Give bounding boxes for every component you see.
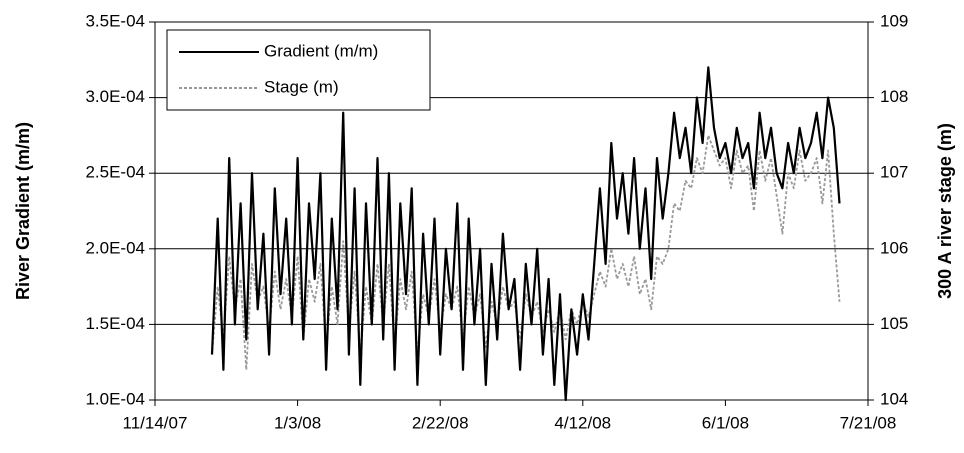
y2-axis-label: 300 A river stage (m)	[935, 123, 955, 299]
plot-frame	[154, 21, 869, 401]
y-tick-label: 3.5E-04	[85, 11, 145, 30]
y-tick-label: 1.0E-04	[85, 389, 145, 408]
y2-tick-label: 107	[880, 163, 908, 182]
y2-tick-label: 106	[880, 238, 908, 257]
legend-label: Stage (m)	[264, 77, 339, 96]
series-line	[210, 66, 841, 402]
y2-tick-label: 105	[880, 314, 908, 333]
x-tick-label: 2/22/08	[412, 413, 469, 432]
y-axis-label: River Gradient (m/m)	[13, 122, 33, 300]
legend-label: Gradient (m/m)	[264, 41, 378, 60]
y-tick-label: 2.0E-04	[85, 238, 145, 257]
y2-tick-label: 104	[880, 389, 908, 408]
x-tick-label: 11/14/07	[123, 413, 188, 432]
x-tick-label: 1/3/08	[274, 413, 321, 432]
series-line	[211, 134, 841, 371]
y-tick-label: 1.5E-04	[85, 314, 145, 333]
y-tick-label: 2.5E-04	[85, 163, 145, 182]
legend-box	[166, 29, 431, 111]
y2-tick-label: 108	[880, 87, 908, 106]
x-tick-label: 4/12/08	[554, 413, 611, 432]
x-tick-label: 6/1/08	[702, 413, 749, 432]
y-tick-label: 3.0E-04	[85, 87, 145, 106]
y2-tick-label: 109	[880, 11, 908, 30]
x-tick-label: 7/21/08	[840, 413, 897, 432]
